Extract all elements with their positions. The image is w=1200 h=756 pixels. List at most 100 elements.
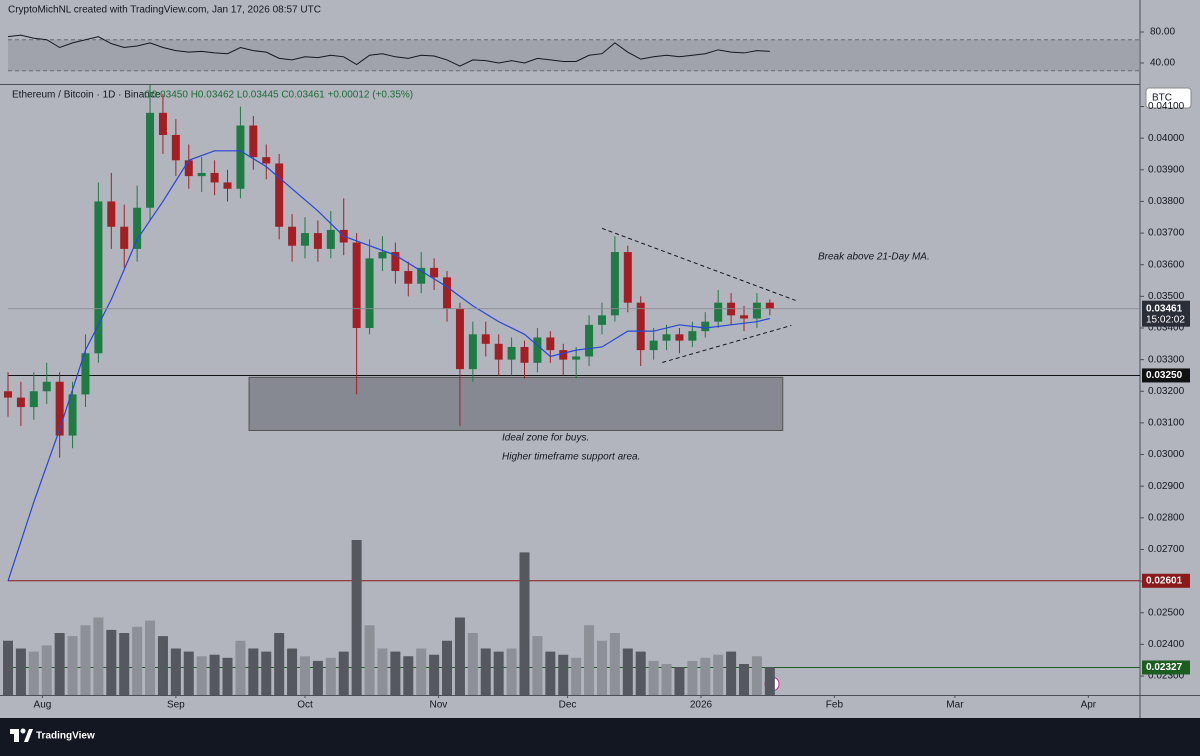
candle-body xyxy=(223,182,232,189)
volume-bar xyxy=(596,640,607,695)
volume-bar xyxy=(261,651,272,695)
x-tick-label: Dec xyxy=(559,700,577,711)
x-tick-label: Aug xyxy=(34,700,52,711)
currency[interactable]: BTC xyxy=(1152,93,1172,104)
y-tick-label: 0.02800 xyxy=(1148,512,1185,523)
trendline xyxy=(662,324,792,363)
volume-bar xyxy=(416,648,427,695)
volume-bar xyxy=(183,651,194,695)
candle-body xyxy=(107,201,116,227)
candle-body xyxy=(675,334,684,341)
currency-box[interactable] xyxy=(1145,87,1192,109)
candle-body xyxy=(352,242,361,328)
volume-bar xyxy=(403,656,414,695)
candle-body xyxy=(520,346,529,363)
price-tag-label: 0.02327 xyxy=(1146,662,1183,673)
candle-body xyxy=(55,381,64,436)
symbol: Ethereum / Bitcoin · 1D · Binance xyxy=(12,90,161,101)
candle-body xyxy=(16,397,25,408)
volume-bar xyxy=(93,617,104,695)
y-tick-label: 0.02500 xyxy=(1148,607,1185,618)
volume-bar xyxy=(3,640,13,695)
y-tick-label: 80.00 xyxy=(1150,27,1175,38)
candle-body xyxy=(158,112,167,135)
y-tick-label: 0.03400 xyxy=(1148,323,1185,334)
price-tag xyxy=(1142,573,1190,588)
volume-bar xyxy=(751,656,762,695)
y-tick-label: 0.02300 xyxy=(1148,671,1185,682)
volume-bar xyxy=(519,552,530,695)
volume-bar xyxy=(390,651,401,695)
last-price-tag xyxy=(1142,300,1190,327)
volume-bar xyxy=(157,636,168,695)
candle-body xyxy=(300,233,309,246)
support-zone xyxy=(248,376,784,431)
volume-bar xyxy=(312,660,323,695)
volume-bar xyxy=(571,657,582,695)
candle-body xyxy=(404,271,413,284)
candle-body xyxy=(430,267,439,278)
brand: TradingView xyxy=(36,731,95,742)
candle-body xyxy=(455,309,464,370)
ohlc: O0.03450 H0.03462 L0.03445 C0.03461 +0.0… xyxy=(144,90,413,101)
volume-bar xyxy=(28,651,39,695)
annotation: Ideal zone for buys. xyxy=(502,433,589,444)
rsi-line xyxy=(7,34,770,67)
volume-bar xyxy=(622,648,633,695)
volume-bar xyxy=(209,654,220,695)
rsi-band xyxy=(8,39,1140,71)
volume-bar xyxy=(235,640,246,695)
volume-bar xyxy=(545,651,556,695)
candle-body xyxy=(468,334,477,370)
volume-bar xyxy=(299,656,310,695)
volume-bar xyxy=(726,651,737,695)
candle-body xyxy=(662,334,671,341)
candle-body xyxy=(610,252,619,316)
candle-body xyxy=(4,391,12,398)
candle-body xyxy=(120,226,129,249)
volume-bar xyxy=(222,657,233,695)
volume-bar xyxy=(442,640,453,695)
volume-bar xyxy=(41,645,52,695)
candle-body xyxy=(597,315,606,325)
candle-body xyxy=(494,343,503,360)
candle-body xyxy=(29,391,38,408)
candle-body xyxy=(533,337,542,363)
y-tick-label: 0.03700 xyxy=(1148,228,1185,239)
volume-bar xyxy=(287,648,298,695)
candle-body xyxy=(481,334,490,344)
price-tag xyxy=(1142,368,1190,383)
candle-body xyxy=(572,356,581,360)
candle-body xyxy=(365,258,374,328)
candle-body xyxy=(443,277,452,310)
y-tick-label: 0.03300 xyxy=(1148,354,1185,365)
y-tick-label: 0.02700 xyxy=(1148,544,1185,555)
volume-bar xyxy=(15,648,26,695)
candle-body xyxy=(68,394,77,436)
volume-bar xyxy=(132,626,143,695)
y-tick-label: 0.03200 xyxy=(1148,386,1185,397)
countdown: 15:02:02 xyxy=(1146,314,1185,325)
x-tick-label: Sep xyxy=(167,700,185,711)
x-tick-label: Feb xyxy=(826,700,844,711)
x-tick-label: Nov xyxy=(430,700,448,711)
volume-bar xyxy=(248,648,259,695)
volume-bar xyxy=(170,648,181,695)
candle-body xyxy=(714,302,723,322)
volume-bar xyxy=(54,633,65,695)
price-tag xyxy=(1142,660,1190,675)
candle-body xyxy=(740,315,749,319)
candle-body xyxy=(81,353,90,395)
candle-body xyxy=(184,160,193,177)
candle-body xyxy=(146,112,155,208)
volume-bar xyxy=(467,633,478,695)
x-tick-label: Mar xyxy=(946,700,964,711)
candle-body xyxy=(171,134,180,161)
candle-body xyxy=(636,302,645,351)
volume-bar xyxy=(506,648,517,695)
y-tick-label: 0.03800 xyxy=(1148,196,1185,207)
volume-bar xyxy=(106,629,117,695)
volume-bar xyxy=(713,654,724,695)
annotation: Higher timeframe support area. xyxy=(502,452,640,463)
